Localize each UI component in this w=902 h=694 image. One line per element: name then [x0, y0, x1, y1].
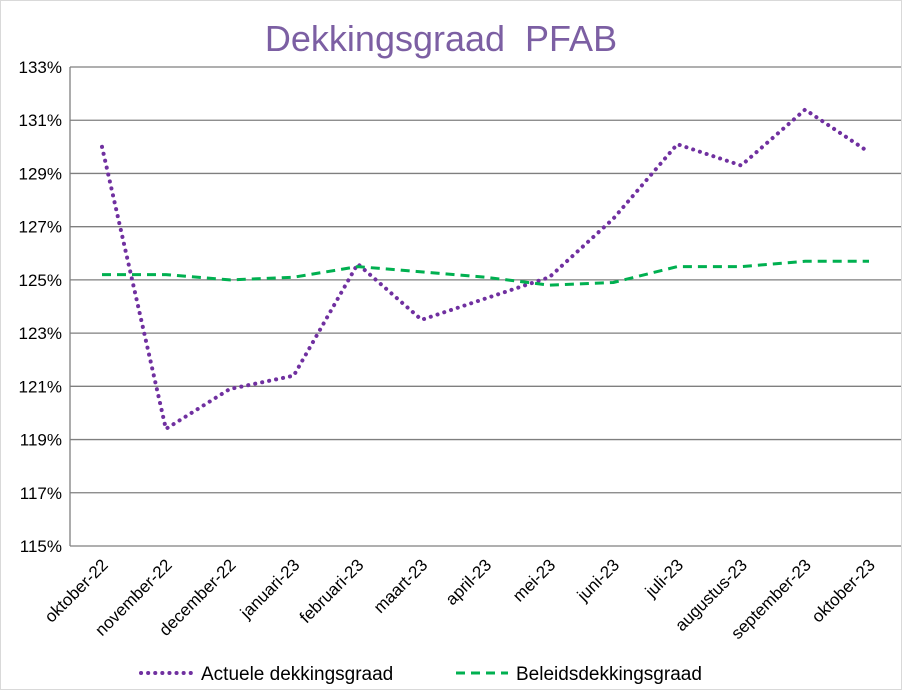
x-tick-label: maart-23	[370, 555, 432, 617]
gridlines	[70, 66, 901, 547]
legend-label: Actuele dekkingsgraad	[201, 664, 393, 685]
y-tick-label: 123%	[19, 324, 62, 343]
y-tick-label: 121%	[19, 377, 62, 396]
series-lines	[100, 107, 871, 431]
y-tick-label: 125%	[19, 271, 62, 290]
y-tick-label: 115%	[20, 537, 62, 556]
x-tick-label: juli-23	[641, 555, 687, 601]
y-tick-labels: 115% 117% 119% 121% 123% 125% 127% 129% 131% 133%	[19, 58, 62, 556]
x-tick-labels: oktober-22november-22december-22januari-…	[41, 555, 879, 643]
chart-title: Dekkingsgraad PFAB	[265, 18, 617, 59]
legend: Actuele dekkingsgraad Beleidsdekkingsgraa…	[139, 664, 702, 685]
x-tick-label: januari-23	[236, 555, 304, 623]
x-tick-label: april-23	[442, 555, 496, 609]
x-tick-label: mei-23	[509, 555, 559, 605]
series-line-actuele-dekkingsgraad	[100, 107, 871, 431]
x-tick-label: oktober-23	[808, 555, 879, 626]
y-tick-label: 117%	[20, 484, 62, 503]
y-tick-label: 127%	[19, 218, 62, 237]
x-tick-label: juni-23	[573, 555, 623, 605]
series-line-beleidsdekkingsgraad	[102, 259, 869, 287]
y-tick-label: 131%	[19, 111, 62, 130]
x-tick-label: februari-23	[296, 555, 368, 627]
y-tick-label: 133%	[19, 58, 62, 77]
y-tick-label: 119%	[20, 431, 62, 450]
y-tick-label: 129%	[19, 164, 62, 183]
legend-label: Beleidsdekkingsgraad	[516, 664, 702, 685]
